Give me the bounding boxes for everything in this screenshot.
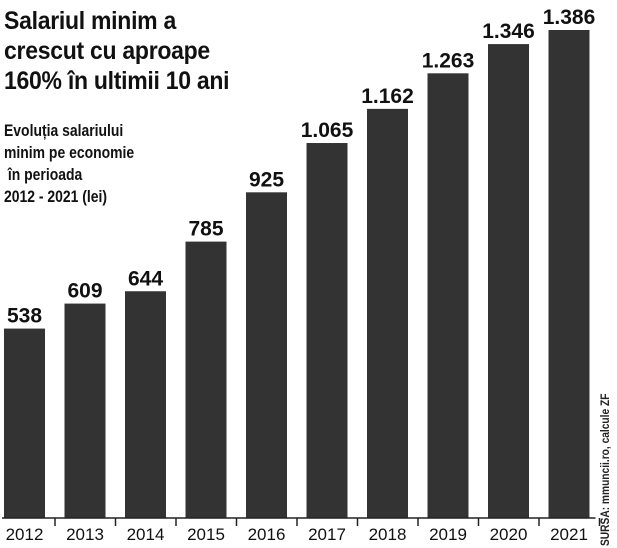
x-tick-labels-group: 2012 2013 2014 2015 2016 2017 2018 2019 2020 2021 — [6, 525, 588, 544]
bar-2019 — [427, 73, 469, 518]
x-tick-label-2017: 2017 — [308, 525, 346, 544]
headline-line-1: Salariul minim a — [4, 7, 176, 35]
value-label-2016: 925 — [249, 168, 284, 191]
x-tick-label-2015: 2015 — [187, 525, 225, 544]
bar-2016 — [246, 192, 287, 518]
value-label-2017: 1.065 — [301, 119, 354, 142]
bar-2015 — [185, 241, 227, 519]
x-tick-label-2018: 2018 — [369, 525, 407, 544]
value-label-2018: 1.162 — [361, 85, 414, 108]
chart-headline: Salariul minim a crescut cu aproape 160%… — [4, 6, 230, 96]
x-tick-label-2016: 2016 — [248, 525, 286, 544]
headline-line-3: 160% în ultimii 10 ani — [4, 67, 230, 95]
x-tick-label-2014: 2014 — [127, 525, 165, 544]
x-tick-label-2012: 2012 — [6, 525, 44, 544]
bar-2014 — [125, 291, 166, 518]
value-label-2021: 1.386 — [543, 6, 596, 29]
bars-group — [4, 30, 590, 519]
x-tick-label-2013: 2013 — [66, 525, 104, 544]
value-label-2019: 1.263 — [422, 49, 475, 72]
x-ticks-group — [54, 518, 601, 526]
bar-2021 — [548, 30, 590, 518]
value-label-2014: 644 — [128, 267, 163, 290]
x-tick-label-2019: 2019 — [429, 525, 467, 544]
bar-2018 — [367, 108, 408, 519]
value-label-2015: 785 — [188, 218, 223, 241]
source-note: SURSA: mmuncii.ro, calcule ZF — [598, 393, 612, 546]
value-label-2013: 609 — [67, 280, 102, 303]
chart-subtitle: Evoluția salariului minim pe economie în… — [4, 121, 135, 206]
bar-2020 — [488, 44, 529, 519]
value-label-2020: 1.346 — [482, 20, 535, 43]
bar-2012 — [4, 328, 45, 518]
x-tick-label-2020: 2020 — [490, 525, 528, 544]
bar-2013 — [64, 303, 106, 518]
headline-line-2: crescut cu aproape — [4, 37, 210, 65]
x-tick-label-2021: 2021 — [550, 525, 588, 544]
value-labels-group: 538 609 644 785 925 1.065 1.162 1.263 1.346 1.386 — [7, 6, 595, 328]
bar-2017 — [306, 143, 348, 518]
value-label-2012: 538 — [7, 305, 42, 328]
